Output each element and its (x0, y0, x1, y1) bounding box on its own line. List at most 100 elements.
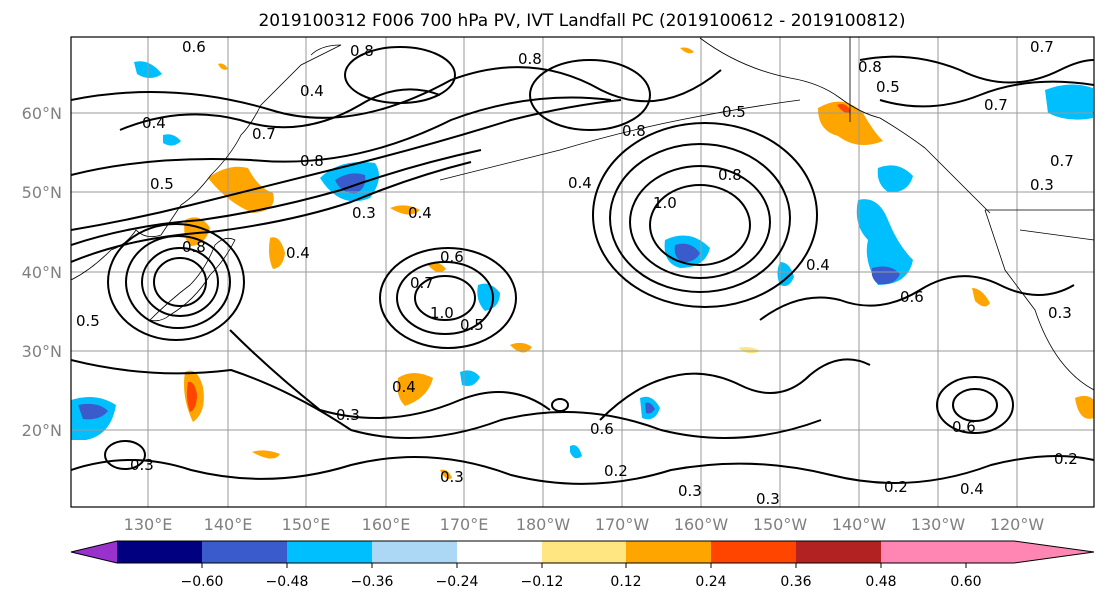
negative-anomaly (877, 165, 913, 193)
contour-label: 0.6 (590, 420, 614, 438)
negative-anomaly (570, 445, 582, 459)
pv-contour (859, 55, 1094, 84)
positive-anomaly (738, 347, 760, 354)
lat-label: 20°N (22, 421, 62, 440)
pv-contour (396, 261, 494, 335)
map-gridlines (71, 37, 1094, 507)
positive-anomaly (818, 101, 883, 145)
colorbar-segment (202, 541, 287, 563)
colorbar-outline (70, 540, 1095, 564)
contour-label: 0.4 (568, 174, 592, 192)
lon-label: 140°W (832, 515, 887, 534)
contour-label: 0.2 (1054, 450, 1078, 468)
colorbar-segment (117, 541, 202, 563)
contour-label: 0.3 (440, 468, 464, 486)
contour-label: 0.7 (252, 125, 276, 143)
colorbar-segment (372, 541, 457, 563)
positive-anomaly (680, 47, 694, 54)
north-america-coastline (984, 209, 1094, 391)
pv-contour (952, 388, 998, 422)
lon-label: 140°E (204, 515, 253, 534)
lon-label: 160°W (674, 515, 729, 534)
pv-contour (879, 80, 1094, 108)
contour-label: 0.7 (410, 274, 434, 292)
colorbar-tick-label: 0.24 (695, 574, 726, 590)
contour-label: 0.3 (1030, 176, 1054, 194)
negative-anomaly (78, 403, 108, 420)
contour-label: 0.3 (756, 490, 780, 508)
pv-contour (104, 440, 146, 470)
lon-label: 180°W (516, 515, 571, 534)
contour-label: 1.0 (430, 304, 454, 322)
contour-label: 0.8 (718, 166, 742, 184)
contour-label: 0.8 (300, 152, 324, 170)
lat-label: 60°N (22, 104, 62, 123)
pv-contour (599, 358, 871, 421)
contour-label: 0.4 (806, 256, 830, 274)
pv-contour (119, 88, 441, 131)
colorbar-extend-max (1014, 541, 1094, 563)
contour-label: 0.8 (858, 58, 882, 76)
negative-anomaly (645, 402, 655, 414)
colorbar-segment (457, 541, 542, 563)
map-frame (70, 36, 1095, 508)
contour-label: 0.8 (182, 238, 206, 256)
contour-label: 0.4 (286, 244, 310, 262)
negative-anomaly (777, 262, 794, 286)
longitude-labels: 130°E 140°E 150°E 160°E 170°E 180°W 170°… (124, 515, 1045, 534)
positive-anomaly (510, 342, 532, 353)
canada-border (849, 37, 1094, 241)
lon-label: 150°E (282, 515, 331, 534)
negative-anomaly (460, 370, 480, 386)
contour-label: 0.3 (352, 204, 376, 222)
pv-contour (529, 59, 651, 131)
pv-contour (592, 122, 818, 308)
colorbar-tick-label: 0.48 (865, 574, 896, 590)
colorbar-segment (287, 541, 372, 563)
pv-contour (379, 247, 517, 349)
figure-title: 2019100312 F006 700 hPa PV, IVT Landfall… (258, 11, 905, 31)
positive-anomaly (837, 103, 851, 113)
map-panel: 0.6 0.8 0.4 0.4 0.7 0.5 0.8 0.3 0.4 0.4 … (70, 36, 1095, 508)
contour-label: 0.7 (984, 96, 1008, 114)
contour-label: 0.8 (350, 42, 374, 60)
pv-contour (71, 96, 612, 176)
lon-label: 170°W (595, 515, 650, 534)
lon-label: 130°E (124, 515, 173, 534)
colorbar: −0.60 −0.48 −0.36 −0.24 −0.12 0.12 0.24 … (70, 540, 1095, 590)
pv-contour (609, 143, 791, 293)
pv-contour (229, 329, 551, 419)
pv-contour (141, 247, 219, 317)
pv-contour (107, 223, 245, 341)
contour-label: 0.4 (392, 378, 416, 396)
negative-anomaly (871, 266, 900, 285)
lat-label: 30°N (22, 342, 62, 361)
contour-label: 0.3 (130, 456, 154, 474)
lon-label: 150°W (753, 515, 808, 534)
pv-contour (936, 376, 1014, 434)
lat-label: 50°N (22, 183, 62, 202)
contour-label: 0.3 (336, 406, 360, 424)
contour-label: 1.0 (653, 194, 677, 212)
contour-label: 0.8 (622, 122, 646, 140)
contour-label: 0.6 (952, 418, 976, 436)
positive-anomaly (1075, 395, 1094, 419)
contour-label: 0.2 (604, 462, 628, 480)
contour-label: 0.4 (960, 480, 984, 498)
colorbar-tick-label: −0.36 (351, 574, 394, 590)
contour-label: 0.5 (76, 312, 100, 330)
pv-contour (344, 46, 456, 104)
pv-contour (71, 66, 722, 119)
contour-label: 0.7 (1050, 152, 1074, 170)
colorbar-segment (881, 541, 966, 563)
colorbar-segment (542, 541, 626, 563)
contour-label: 0.5 (460, 316, 484, 334)
negative-anomaly (856, 199, 913, 285)
pv-contour (759, 275, 1075, 321)
colorbar-tick-label: 0.12 (610, 574, 641, 590)
colorbar-tick-label: −0.48 (266, 574, 309, 590)
lon-label: 160°E (362, 515, 411, 534)
colorbar-extend-min (71, 541, 117, 563)
contour-label: 0.6 (900, 288, 924, 306)
latitude-labels: 60°N 50°N 40°N 30°N 20°N (22, 104, 62, 440)
